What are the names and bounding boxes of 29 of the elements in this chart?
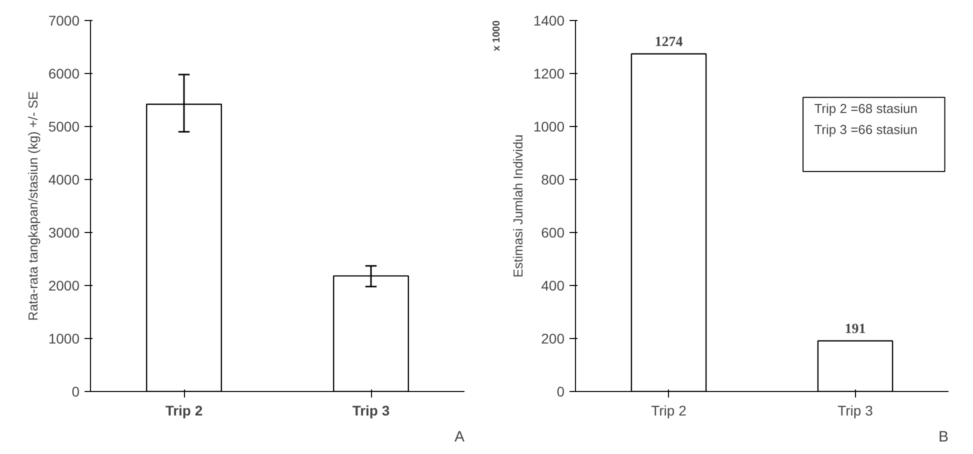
y-tick-label: 7000 bbox=[48, 12, 80, 28]
y-tick-label: 200 bbox=[541, 330, 565, 346]
y-tick-label: 800 bbox=[541, 172, 565, 188]
x-tick-label: Trip 3 bbox=[352, 402, 390, 418]
annotation: Trip 2 =68 stasiun bbox=[814, 100, 918, 116]
data-label: 191 bbox=[844, 322, 866, 337]
y-tick-label: 1000 bbox=[533, 118, 565, 134]
y-tick-label: 4000 bbox=[48, 172, 80, 188]
y-tick-label: 600 bbox=[541, 224, 565, 240]
y-tick-label: 1400 bbox=[533, 12, 565, 28]
y-tick-label: 2000 bbox=[48, 278, 80, 294]
y-tick-label: 1200 bbox=[533, 66, 565, 82]
y-tick-label: 6000 bbox=[48, 66, 80, 82]
y-tick-label: 3000 bbox=[48, 224, 80, 240]
y-tick-label: 0 bbox=[556, 384, 565, 400]
y-tick-label: 5000 bbox=[48, 118, 80, 134]
x-tick-label: Trip 2 bbox=[165, 402, 203, 418]
y-axis-title: Estimasi Jumlah Individu bbox=[510, 134, 526, 278]
data-label: 1274 bbox=[654, 34, 683, 50]
text: x 1000 bbox=[492, 20, 502, 52]
x-tick-label: Trip 3 bbox=[838, 402, 874, 418]
text: B bbox=[938, 428, 949, 446]
text: A bbox=[454, 428, 465, 446]
y-tick-label: 1000 bbox=[48, 330, 80, 346]
y-tick-label: 400 bbox=[541, 278, 565, 294]
y-tick-label: 0 bbox=[72, 384, 80, 400]
annotation: Trip 3 =66 stasiun bbox=[814, 122, 918, 138]
y-axis-title: Rata-rata tangkapan/stasiun (kg) +/- SE bbox=[25, 90, 40, 321]
x-tick-label: Trip 2 bbox=[651, 402, 687, 418]
